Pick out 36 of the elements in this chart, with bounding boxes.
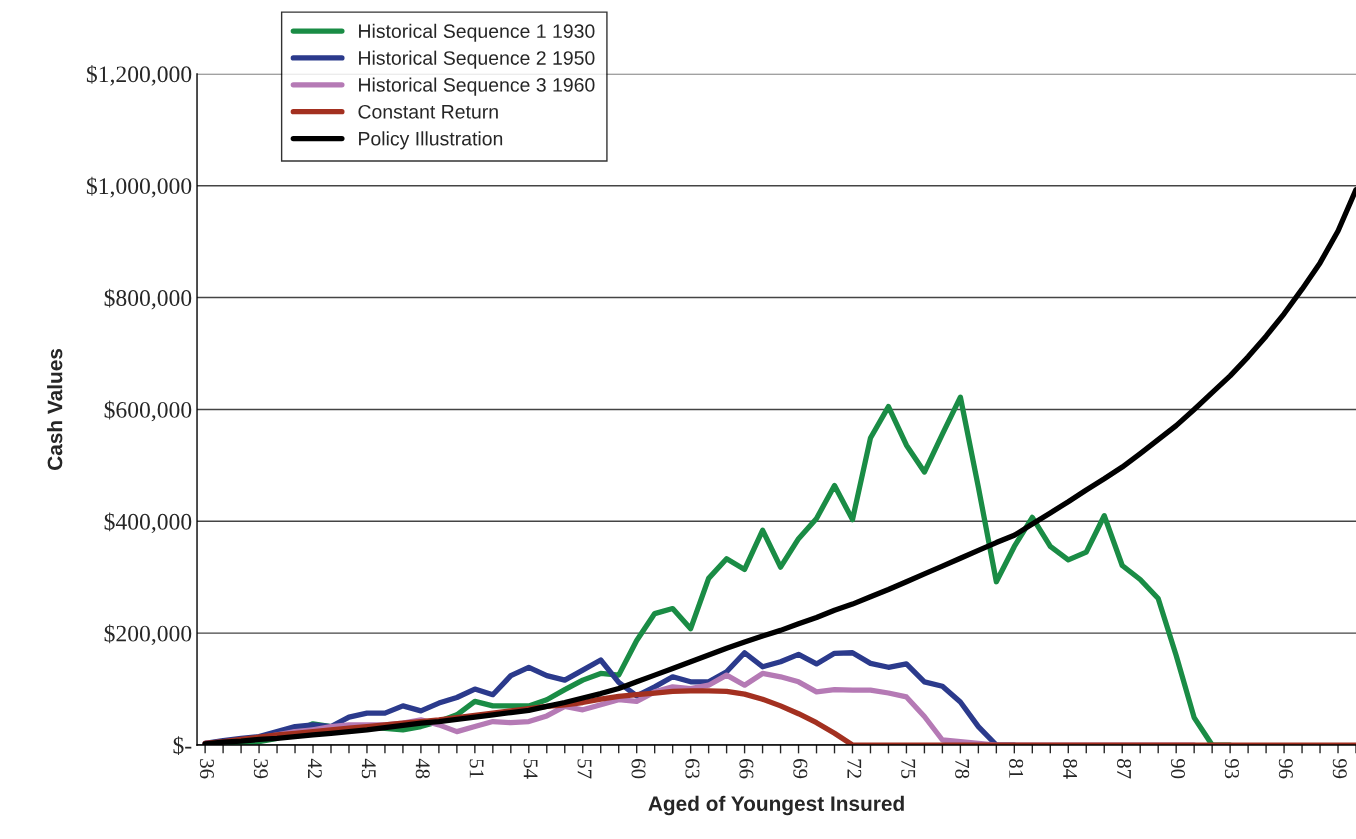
x-tick-label: 84 <box>1063 759 1078 779</box>
x-tick-label: 54 <box>523 759 538 779</box>
x-tick-label: 90 <box>1170 758 1186 779</box>
x-tick-label: 75 <box>901 759 916 779</box>
y-tick-label: $400,000 <box>104 512 192 534</box>
x-axis-title: Aged of Youngest Insured <box>648 795 904 816</box>
x-tick-label: 96 <box>1278 758 1293 779</box>
y-tick-label: $800,000 <box>104 288 192 310</box>
x-tick-label: 57 <box>577 759 592 779</box>
x-tick-label: 36 <box>199 759 214 779</box>
x-tick-label: 39 <box>253 759 268 779</box>
x-tick-label: 66 <box>739 759 754 779</box>
y-axis-title: Cash Values <box>47 348 63 470</box>
legend-label: Constant Return <box>358 104 498 119</box>
x-tick-label: 42 <box>308 758 322 778</box>
y-tick-label: $1,200,000 <box>86 64 192 86</box>
x-tick-label: 60 <box>631 759 646 779</box>
legend-label: Historical Sequence 3 1960 <box>359 77 595 96</box>
y-tick-label: $1,000,000 <box>86 176 192 198</box>
x-tick-label: 93 <box>1224 758 1239 779</box>
x-tick-label: 99 <box>1332 758 1347 779</box>
x-tick-label: 72 <box>847 759 862 778</box>
x-tick-label: 87 <box>1117 759 1132 779</box>
x-tick-label: 69 <box>793 759 808 779</box>
x-tick-label: 45 <box>361 758 376 779</box>
legend-label: Historical Sequence 2 1950 <box>359 50 595 69</box>
legend-label: Historical Sequence 1 1930 <box>359 23 595 42</box>
x-tick-label: 78 <box>955 759 970 779</box>
x-tick-label: 48 <box>415 758 430 779</box>
y-tick-label: $600,000 <box>104 400 192 422</box>
x-tick-label: 51 <box>469 759 484 778</box>
y-tick-label: $200,000 <box>104 624 192 645</box>
x-tick-label: 81 <box>1009 759 1024 778</box>
y-tick-label: $- <box>173 736 192 756</box>
x-tick-label: 63 <box>685 759 700 779</box>
legend-label: Policy Illustration <box>359 131 503 150</box>
